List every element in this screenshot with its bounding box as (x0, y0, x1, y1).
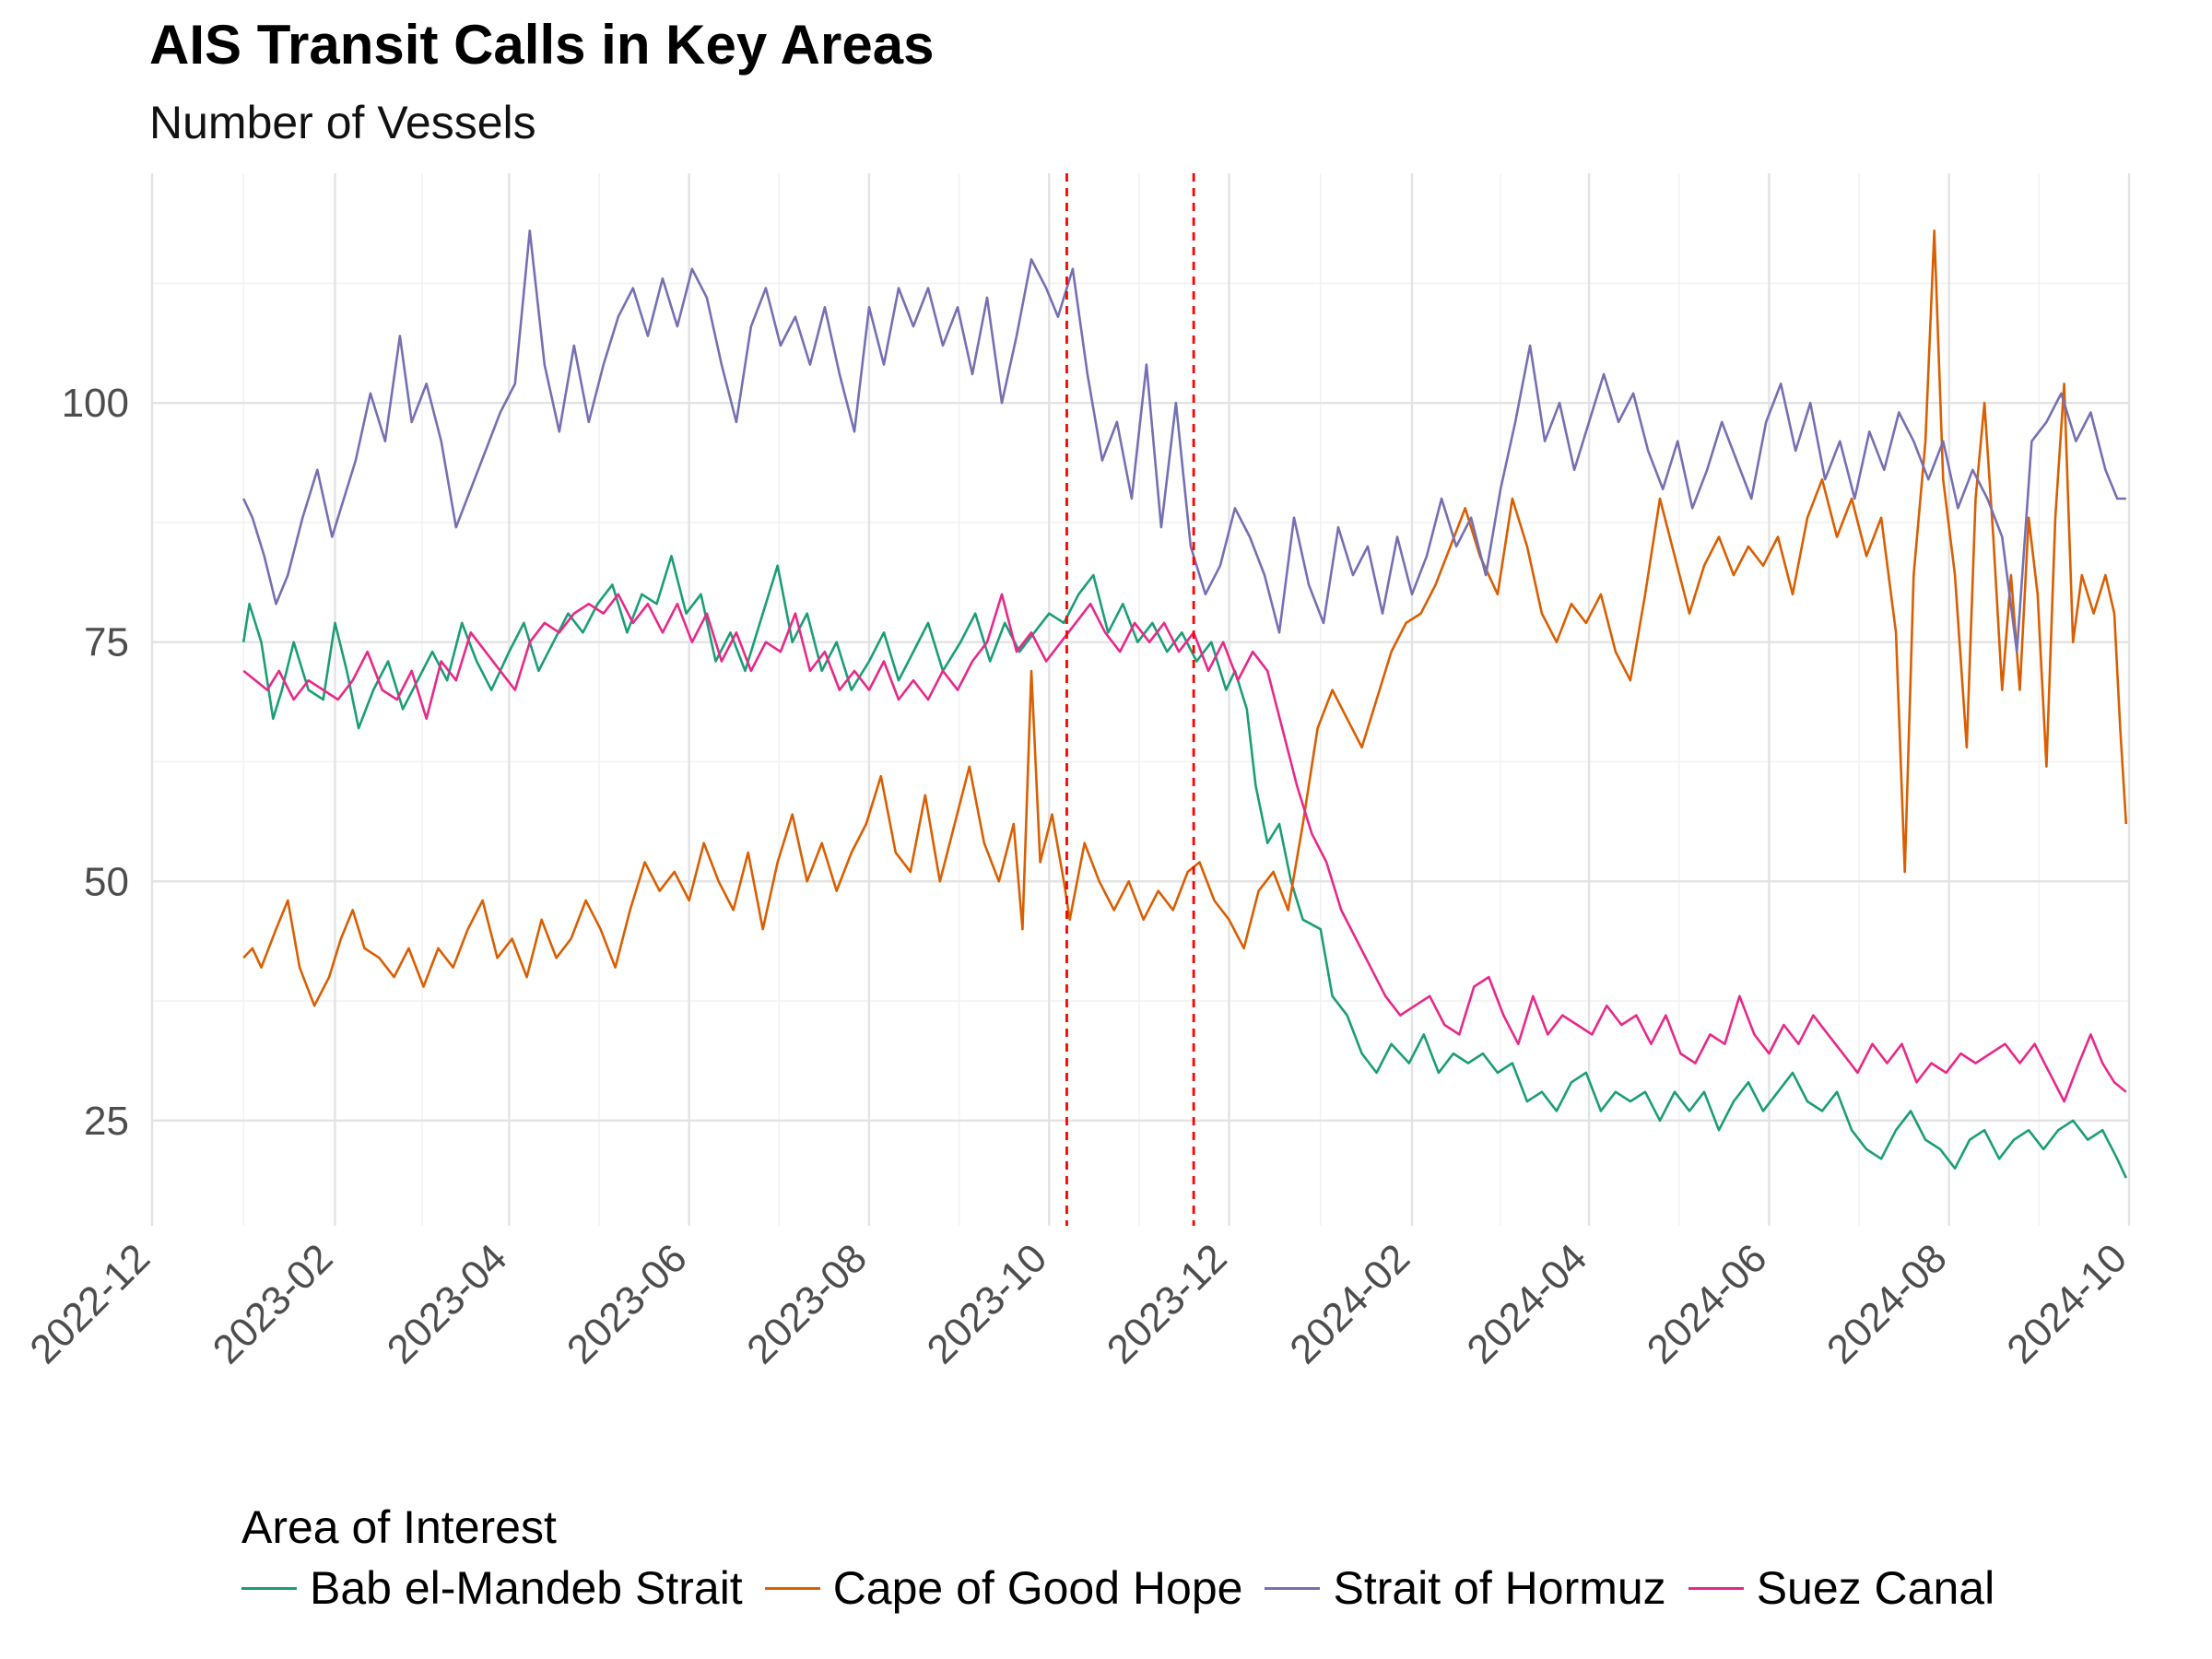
series-line-cape-of-good-hope (242, 229, 2128, 1007)
event-markers (1065, 173, 1195, 1226)
legend-item-suez-canal: Suez Canal (1688, 1561, 1995, 1615)
legend: Bab el-Mandeb Strait Cape of Good Hope S… (241, 1561, 2017, 1615)
legend-item-strait-of-hormuz: Strait of Hormuz (1265, 1561, 1666, 1615)
series-line-suez-canal (242, 593, 2127, 1103)
series-line-strait-of-hormuz (242, 229, 2126, 653)
y-axis-ticks: 25 50 75 100 (62, 381, 129, 1144)
y-tick-label: 50 (84, 859, 129, 904)
x-tick-label: 2023-10 (918, 1235, 1055, 1372)
y-tick-label: 25 (84, 1099, 129, 1144)
x-tick-label: 2023-08 (738, 1235, 876, 1372)
chart-subtitle: Number of Vessels (149, 97, 536, 148)
legend-key-suez-canal (1688, 1586, 1744, 1590)
x-tick-label: 2023-06 (559, 1235, 696, 1372)
x-tick-label: 2024-06 (1639, 1235, 1776, 1372)
x-tick-label: 2024-04 (1458, 1235, 1595, 1372)
legend-item-cape-of-good-hope: Cape of Good Hope (764, 1561, 1243, 1615)
x-tick-label: 2024-10 (1998, 1235, 2136, 1372)
series-line-bab-el-mandeb-strait (241, 555, 2127, 1179)
x-tick-label: 2023-02 (205, 1235, 342, 1372)
x-tick-label: 2023-12 (1099, 1235, 1236, 1372)
y-tick-label: 75 (84, 620, 129, 665)
legend-label-strait-of-hormuz: Strait of Hormuz (1333, 1562, 1666, 1614)
x-tick-label: 2024-02 (1281, 1235, 1418, 1372)
legend-key-cape-of-good-hope (764, 1586, 820, 1590)
y-tick-label: 100 (62, 381, 129, 426)
legend-label-bab-el-mandeb: Bab el-Mandeb Strait (310, 1562, 743, 1614)
x-tick-label: 2023-04 (379, 1235, 516, 1372)
legend-key-strait-of-hormuz (1265, 1586, 1321, 1590)
legend-label-cape-of-good-hope: Cape of Good Hope (832, 1562, 1243, 1614)
major-gridlines (150, 173, 2131, 1226)
legend-title: Area of Interest (241, 1501, 557, 1553)
legend-item-bab-el-mandeb: Bab el-Mandeb Strait (241, 1561, 743, 1615)
minor-gridlines (152, 173, 2129, 1226)
x-tick-label: 2024-08 (1818, 1235, 1956, 1372)
x-tick-label: 2022-12 (21, 1235, 159, 1372)
series-lines (241, 229, 2128, 1179)
chart-title: AIS Transit Calls in Key Areas (149, 14, 935, 76)
x-axis-ticks: 2022-12 2023-02 2023-04 2023-06 2023-08 2023-… (21, 1235, 2136, 1372)
legend-key-bab-el-mandeb (241, 1586, 297, 1590)
legend-label-suez-canal: Suez Canal (1756, 1562, 1995, 1614)
